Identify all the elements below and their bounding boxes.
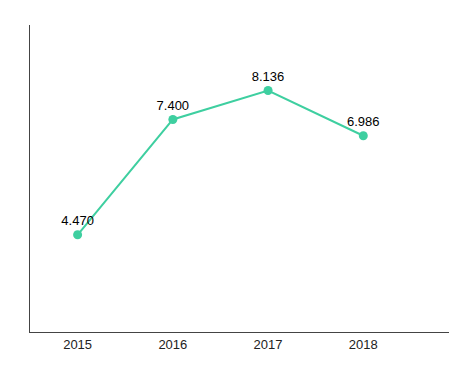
svg-text:8.136: 8.136 — [252, 69, 285, 84]
svg-text:2015: 2015 — [63, 337, 92, 352]
svg-text:2017: 2017 — [254, 337, 283, 352]
svg-text:2016: 2016 — [158, 337, 187, 352]
svg-text:7.400: 7.400 — [157, 98, 190, 113]
svg-text:4.470: 4.470 — [61, 213, 94, 228]
svg-text:6.986: 6.986 — [347, 114, 380, 129]
svg-text:2018: 2018 — [349, 337, 378, 352]
